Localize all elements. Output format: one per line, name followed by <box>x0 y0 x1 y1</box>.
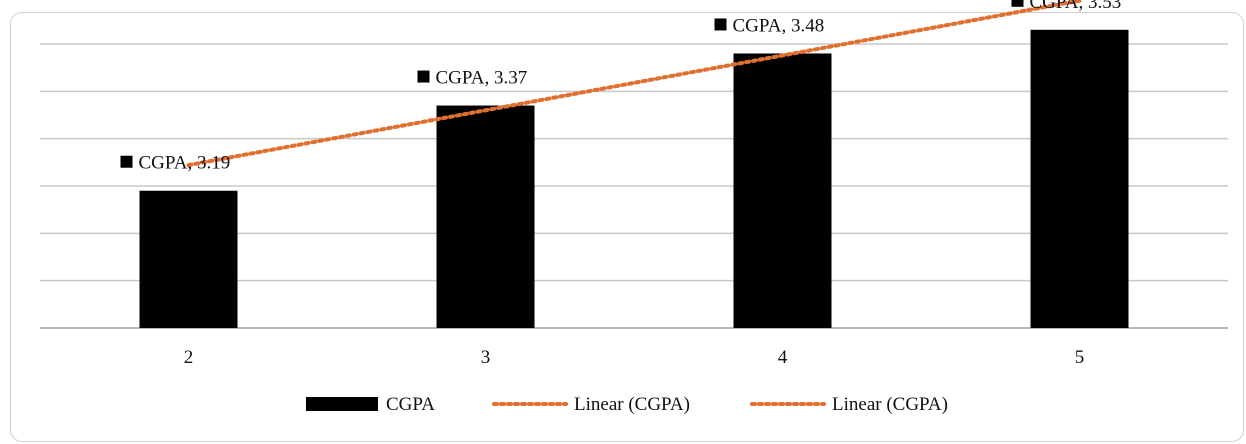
x-tick-label-4: 4 <box>778 347 788 368</box>
data-label-marker <box>714 18 727 31</box>
data-label-2: CGPA, 3.19 <box>120 153 231 174</box>
legend: CGPA Linear (CGPA) Linear (CGPA) <box>306 394 948 415</box>
data-label-5: CGPA, 3.53 <box>1011 0 1122 13</box>
data-label-4: CGPA, 3.48 <box>714 15 825 36</box>
x-tick-labels: 2 3 4 5 <box>184 347 1085 368</box>
data-label-marker <box>417 70 430 83</box>
bars <box>139 29 1129 329</box>
trendline <box>186 0 1082 168</box>
bar-4 <box>733 53 832 328</box>
legend-item-cgpa: CGPA <box>306 394 435 415</box>
legend-item-linear-2: Linear (CGPA) <box>750 394 948 415</box>
bar-5 <box>1030 29 1129 329</box>
gridlines <box>40 43 1228 329</box>
legend-label: CGPA <box>386 394 435 415</box>
legend-item-linear-1: Linear (CGPA) <box>492 394 690 415</box>
bar-3 <box>436 105 535 329</box>
data-label-marker <box>1011 0 1024 7</box>
x-tick-label-5: 5 <box>1075 347 1085 368</box>
bar-2 <box>139 190 238 328</box>
data-labels: CGPA, 3.19 CGPA, 3.37 CGPA, 3.48 CGPA, 3.53 <box>120 0 1122 174</box>
x-tick-label-3: 3 <box>481 347 491 368</box>
data-label-marker <box>120 155 133 168</box>
data-label-text: CGPA, 3.37 <box>436 68 528 89</box>
trendline-line <box>186 0 1082 168</box>
legend-swatch-bar <box>306 397 378 411</box>
data-label-text: CGPA, 3.53 <box>1030 0 1122 13</box>
data-label-text: CGPA, 3.19 <box>139 153 231 174</box>
legend-label: Linear (CGPA) <box>832 394 948 415</box>
data-label-text: CGPA, 3.48 <box>733 15 825 36</box>
data-label-3: CGPA, 3.37 <box>417 68 528 89</box>
legend-label: Linear (CGPA) <box>574 394 690 415</box>
x-tick-label-2: 2 <box>184 347 194 368</box>
